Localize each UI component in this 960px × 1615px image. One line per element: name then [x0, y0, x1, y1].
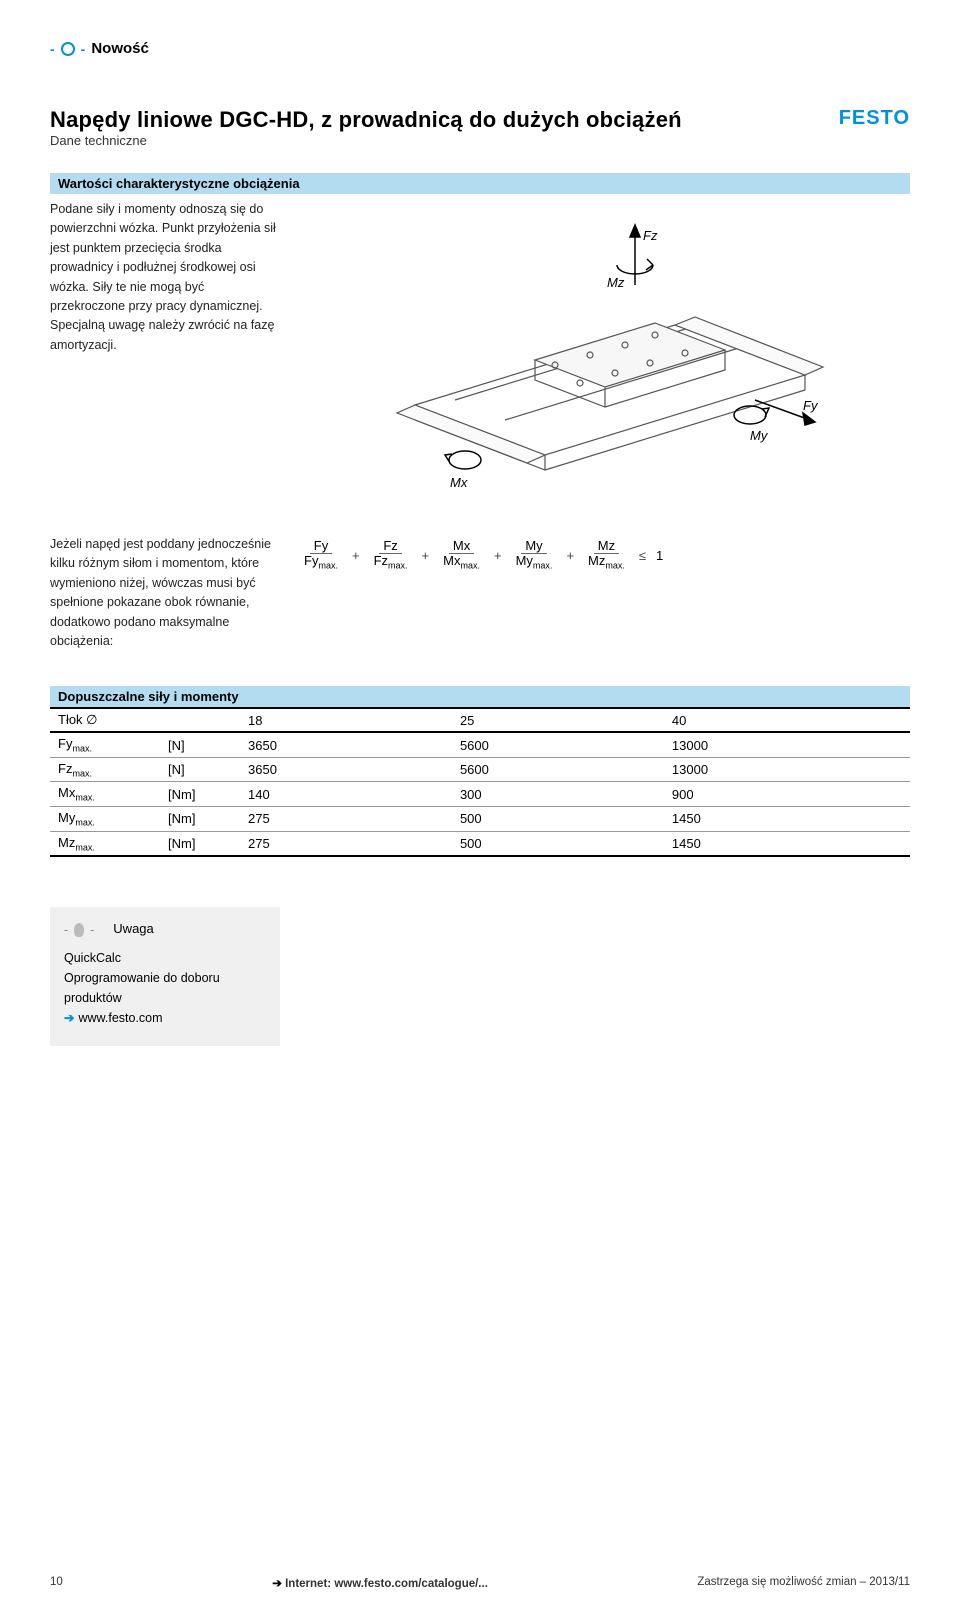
value-cell: 500: [452, 831, 664, 856]
value-cell: 300: [452, 782, 664, 807]
fraction: MzMzmax.: [584, 539, 629, 572]
arrow-right-icon: ➔: [64, 1008, 74, 1028]
note-line: Oprogramowanie do doboru produktów: [64, 968, 266, 1008]
note-link: www.festo.com: [78, 1008, 162, 1028]
page-title: Napędy liniowe DGC-HD, z prowadnicą do d…: [50, 107, 682, 133]
value-cell: 140: [240, 782, 452, 807]
force-diagram: Fz Mz Fy My: [300, 200, 910, 505]
note-box: - - Uwaga QuickCalc Oprogramowanie do do…: [50, 907, 280, 1046]
unit-cell: [N]: [160, 732, 240, 757]
value-cell: 1450: [664, 807, 910, 832]
value-cell: 5600: [452, 732, 664, 757]
param-cell: Mymax.: [50, 807, 160, 832]
table-row: Mxmax.[Nm]140300900: [50, 782, 910, 807]
new-badge: - - Nowość: [50, 40, 149, 107]
table-row: Fzmax.[N]3650560013000: [50, 757, 910, 782]
bulb-icon: [74, 923, 84, 937]
page-subtitle: Dane techniczne: [50, 133, 682, 148]
dash-icon: -: [81, 41, 86, 57]
footer-label: Internet:: [285, 1578, 334, 1590]
dash-icon: -: [50, 41, 55, 57]
dash-icon: -: [64, 920, 68, 940]
description-text: Podane siły i momenty odnoszą się do pow…: [50, 200, 280, 355]
arrow-right-icon: ➔: [272, 1578, 282, 1590]
mx-label: Mx: [450, 475, 468, 490]
value-cell: 275: [240, 807, 452, 832]
table-row: Mzmax.[Nm]2755001450: [50, 831, 910, 856]
note-line: QuickCalc: [64, 948, 266, 968]
page-number: 10: [50, 1576, 63, 1590]
festo-logo: FESTO: [839, 107, 910, 130]
circle-icon: [61, 42, 75, 56]
rhs: 1: [656, 548, 663, 563]
plus-op: +: [566, 548, 574, 563]
value-cell: 3650: [240, 732, 452, 757]
fraction: MxMxmax.: [439, 539, 484, 572]
fraction: FyFymax.: [300, 539, 342, 572]
unit-cell: [Nm]: [160, 782, 240, 807]
value-cell: 275: [240, 831, 452, 856]
fraction: MyMymax.: [512, 539, 557, 572]
unit-cell: [Nm]: [160, 831, 240, 856]
plus-op: +: [494, 548, 502, 563]
mz-label: Mz: [607, 275, 625, 290]
formula-description: Jeżeli napęd jest poddany jednocześnie k…: [50, 535, 280, 651]
note-header: Uwaga: [113, 919, 153, 940]
col-header: Tłok ∅: [50, 708, 160, 732]
value-cell: 500: [452, 807, 664, 832]
value-cell: 5600: [452, 757, 664, 782]
formula: FyFymax. + FzFzmax. + MxMxmax. + MyMymax. + MzMz…: [300, 535, 910, 572]
table-row: Mymax.[Nm]2755001450: [50, 807, 910, 832]
param-cell: Mxmax.: [50, 782, 160, 807]
dash-icon: -: [90, 920, 94, 940]
param-cell: Fymax.: [50, 732, 160, 757]
plus-op: +: [352, 548, 360, 563]
value-cell: 1450: [664, 831, 910, 856]
table-row: Fymax.[N]3650560013000: [50, 732, 910, 757]
footer-link: www.festo.com/catalogue/...: [334, 1578, 488, 1590]
forces-table: Dopuszczalne siły i momenty Tłok ∅ 18 25…: [50, 686, 910, 857]
size-col: 25: [452, 708, 664, 732]
size-col: 18: [240, 708, 452, 732]
size-col: 40: [664, 708, 910, 732]
value-cell: 3650: [240, 757, 452, 782]
unit-cell: [Nm]: [160, 807, 240, 832]
table-title: Dopuszczalne siły i momenty: [50, 686, 910, 708]
value-cell: 13000: [664, 732, 910, 757]
param-cell: Mzmax.: [50, 831, 160, 856]
footer-right: Zastrzega się możliwość zmian – 2013/11: [697, 1576, 910, 1590]
value-cell: 900: [664, 782, 910, 807]
value-cell: 13000: [664, 757, 910, 782]
my-label: My: [750, 428, 769, 443]
relation-op: ≤: [639, 548, 646, 563]
fz-label: Fz: [643, 228, 658, 243]
section-header: Wartości charakterystyczne obciążenia: [50, 173, 910, 194]
unit-cell: [N]: [160, 757, 240, 782]
fraction: FzFzmax.: [370, 539, 412, 572]
param-cell: Fzmax.: [50, 757, 160, 782]
fy-label: Fy: [803, 398, 819, 413]
new-label: Nowość: [91, 40, 149, 57]
plus-op: +: [422, 548, 430, 563]
page-footer: 10 ➔ Internet: www.festo.com/catalogue/.…: [50, 1576, 910, 1590]
